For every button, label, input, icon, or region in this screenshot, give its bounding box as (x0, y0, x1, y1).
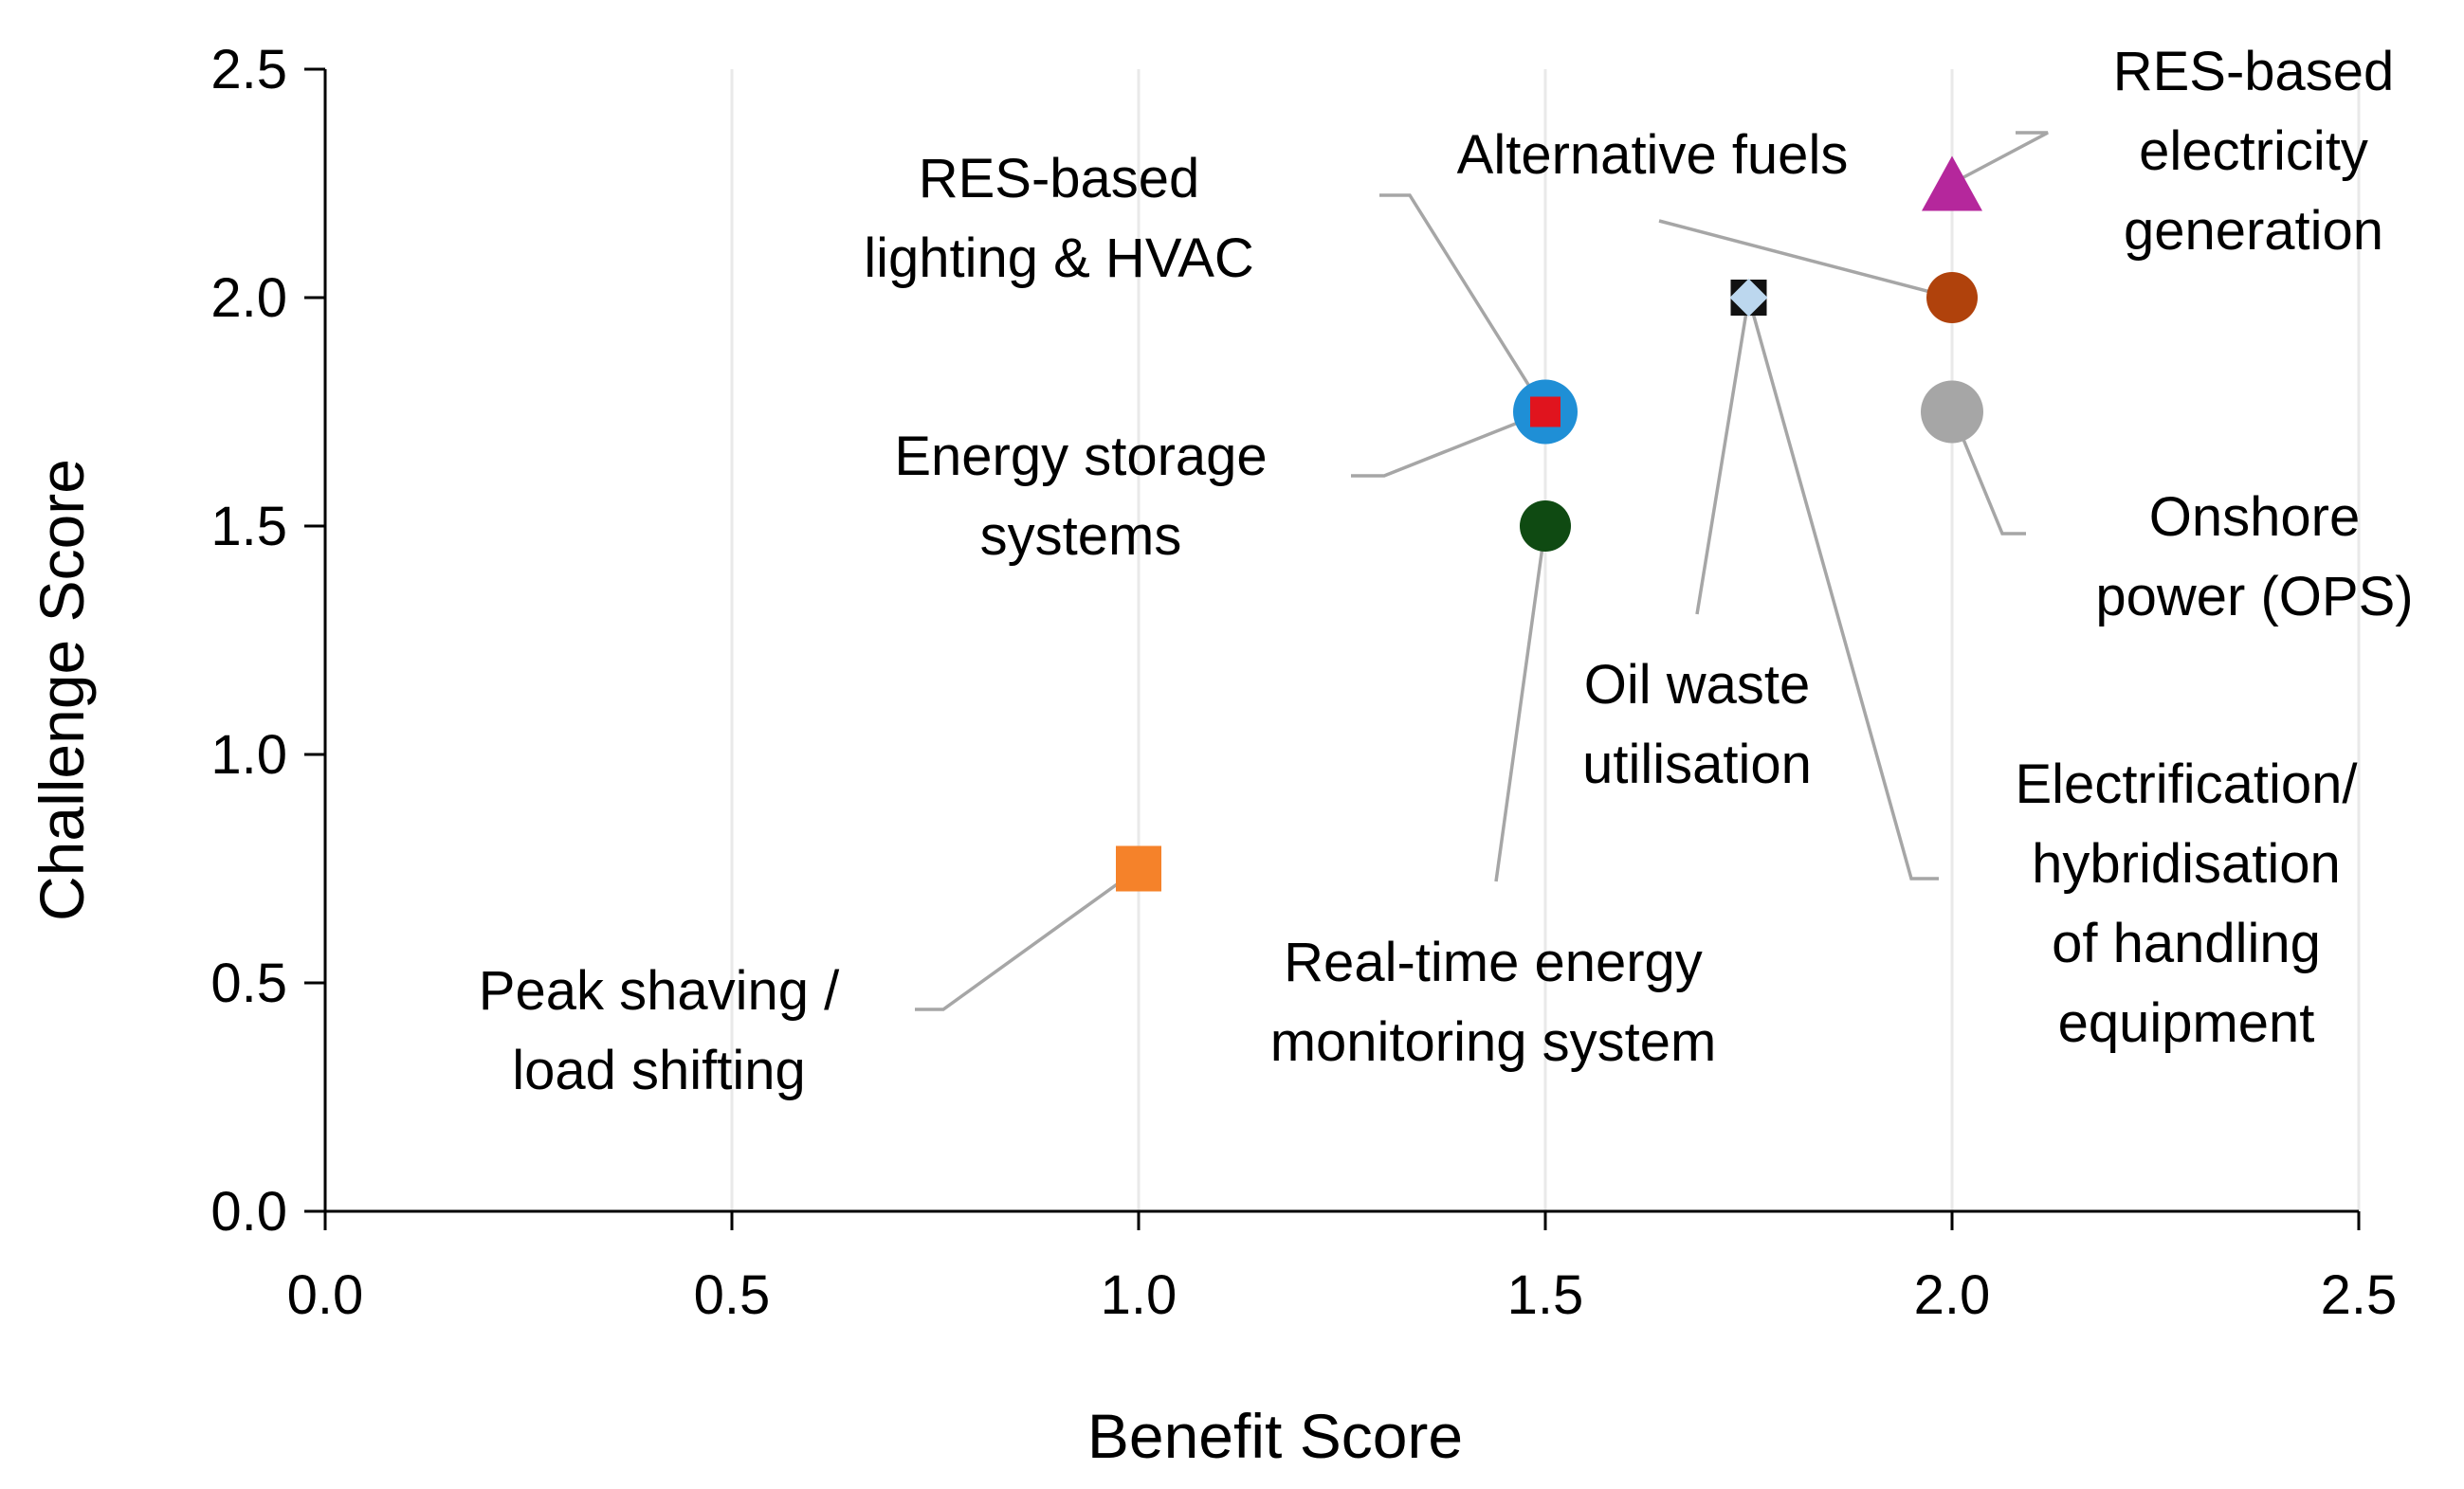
label-res-electricity: RES-based electricity generation (2113, 41, 2395, 262)
leader-electrification (1746, 297, 1939, 881)
point-peak-shaving (1116, 845, 1161, 892)
x-axis-title: Benefit Score (1087, 1401, 1463, 1471)
y-tick-label: 2.0 (210, 267, 287, 329)
label-peak-shaving: Peak shaving / load shifting (479, 960, 840, 1101)
x-tick-label: 1.0 (1101, 1264, 1177, 1326)
y-axis-title: Challenge Score (27, 459, 97, 921)
leader-peak-shaving (915, 867, 1141, 1011)
x-tick-label: 2.0 (1914, 1264, 1991, 1326)
point-real-time-monitoring (1520, 500, 1571, 552)
x-tick-label: 1.5 (1507, 1264, 1584, 1326)
leader-real-time-monitoring (1494, 525, 1547, 882)
label-real-time-monitoring: Real-time energy monitoring system (1270, 932, 1717, 1073)
y-tick-label: 0.0 (210, 1181, 287, 1243)
annotation-labels: RES-based electricity generation Alternativ… (479, 41, 2414, 1101)
label-energy-storage: Energy storage systems (894, 426, 1267, 567)
label-line: Alternative fuels (1457, 124, 1849, 186)
label-electrification: Electrification/hybridisation of handling… (2015, 754, 2358, 1054)
leader-oil-waste (1695, 297, 1751, 615)
leader-energy-storage (1351, 409, 1546, 478)
label-onshore-power: Onshore power (OPS) (2095, 486, 2413, 627)
label-res-lighting: RES-based lighting & HVAC (864, 148, 1254, 289)
label-line: Real-time energy (1284, 932, 1703, 993)
gridlines (730, 69, 2361, 1211)
tick-labels: 0.0 0.5 1.0 1.5 2.0 2.5 0.0 0.5 1.0 1.5 2.0 2.5 (210, 39, 2397, 1326)
label-line: electricity (2139, 120, 2368, 182)
label-line: equipment (2058, 992, 2315, 1054)
label-line: generation (2124, 200, 2383, 262)
y-tick-label: 1.5 (210, 496, 287, 557)
leader-onshore-power (1950, 410, 2026, 536)
x-tick-label: 0.0 (287, 1264, 364, 1326)
annotation-leaders (915, 131, 2049, 1011)
label-line: power (OPS) (2095, 566, 2413, 627)
label-line: Onshore (2149, 486, 2360, 548)
label-line: Peak shaving / (479, 960, 840, 1022)
label-alternative-fuels: Alternative fuels (1457, 124, 1849, 186)
data-points (1116, 155, 1983, 892)
point-res-lighting (1530, 396, 1561, 427)
label-line: Energy storage (894, 426, 1267, 487)
y-tick-label: 2.5 (210, 39, 287, 100)
x-tick-label: 2.5 (2321, 1264, 2398, 1326)
point-res-electricity (1922, 155, 1982, 211)
y-tick-label: 1.0 (210, 724, 287, 786)
label-line: RES-based (919, 148, 1200, 209)
leader-res-electricity (1951, 131, 2049, 186)
axes (304, 67, 2361, 1230)
label-line: load shifting (512, 1040, 806, 1101)
point-oil-waste (1729, 279, 1768, 317)
label-line: Oil waste (1584, 654, 1811, 716)
label-line: of handling (2052, 913, 2321, 974)
label-line: RES-based (2113, 41, 2395, 102)
point-onshore-power (1921, 380, 1983, 444)
x-tick-label: 0.5 (694, 1264, 771, 1326)
label-line: hybridisation (2032, 833, 2341, 895)
label-line: utilisation (1582, 734, 1812, 795)
y-tick-label: 0.5 (210, 953, 287, 1014)
label-line: lighting & HVAC (864, 227, 1254, 289)
label-line: systems (980, 505, 1182, 567)
label-oil-waste: Oil waste utilisation (1582, 654, 1812, 795)
label-line: monitoring system (1270, 1011, 1717, 1073)
leader-res-lighting (1379, 193, 1547, 413)
point-alternative-fuels (1926, 272, 1978, 323)
leader-alternative-fuels (1658, 219, 1953, 300)
label-line: Electrification/ (2015, 754, 2358, 815)
